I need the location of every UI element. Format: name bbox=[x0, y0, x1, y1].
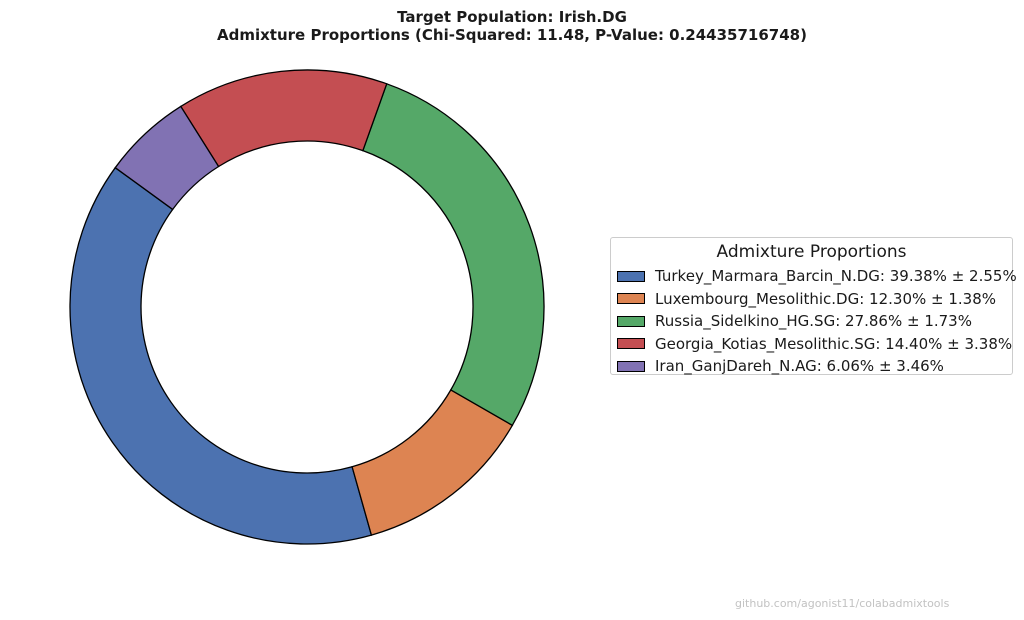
donut-slice-0 bbox=[69, 166, 373, 545]
chart-title: Target Population: Irish.DG bbox=[397, 8, 627, 26]
donut-slice-3 bbox=[179, 69, 388, 168]
legend-swatch bbox=[617, 338, 645, 350]
legend-item: Georgia_Kotias_Mesolithic.SG: 14.40% ± 3… bbox=[611, 333, 1012, 356]
legend-swatch bbox=[617, 360, 645, 372]
legend-title: Admixture Proportions bbox=[716, 242, 907, 262]
legend-swatch bbox=[617, 270, 645, 282]
legend-swatch bbox=[617, 315, 645, 327]
legend-item: Turkey_Marmara_Barcin_N.DG: 39.38% ± 2.5… bbox=[611, 265, 1017, 288]
donut-slice-2 bbox=[362, 82, 545, 427]
legend-label: Iran_GanjDareh_N.AG: 6.06% ± 3.46% bbox=[655, 357, 944, 376]
legend: Admixture Proportions Turkey_Marmara_Bar… bbox=[610, 237, 1017, 378]
legend-swatch bbox=[617, 293, 645, 305]
legend-label: Luxembourg_Mesolithic.DG: 12.30% ± 1.38% bbox=[655, 289, 997, 308]
legend-item: Russia_Sidelkino_HG.SG: 27.86% ± 1.73% bbox=[611, 310, 1012, 333]
chart-subtitle: Admixture Proportions (Chi-Squared: 11.4… bbox=[217, 26, 807, 44]
watermark: github.com/agonist11/colabadmixtools bbox=[735, 597, 950, 610]
legend-label: Georgia_Kotias_Mesolithic.SG: 14.40% ± 3… bbox=[655, 334, 1013, 353]
donut-slice-4 bbox=[114, 105, 220, 211]
legend-label: Turkey_Marmara_Barcin_N.DG: 39.38% ± 2.5… bbox=[655, 267, 1017, 286]
legend-item: Iran_GanjDareh_N.AG: 6.06% ± 3.46% bbox=[611, 355, 1012, 378]
legend-item: Luxembourg_Mesolithic.DG: 12.30% ± 1.38% bbox=[611, 288, 1012, 311]
legend-label: Russia_Sidelkino_HG.SG: 27.86% ± 1.73% bbox=[655, 312, 972, 331]
